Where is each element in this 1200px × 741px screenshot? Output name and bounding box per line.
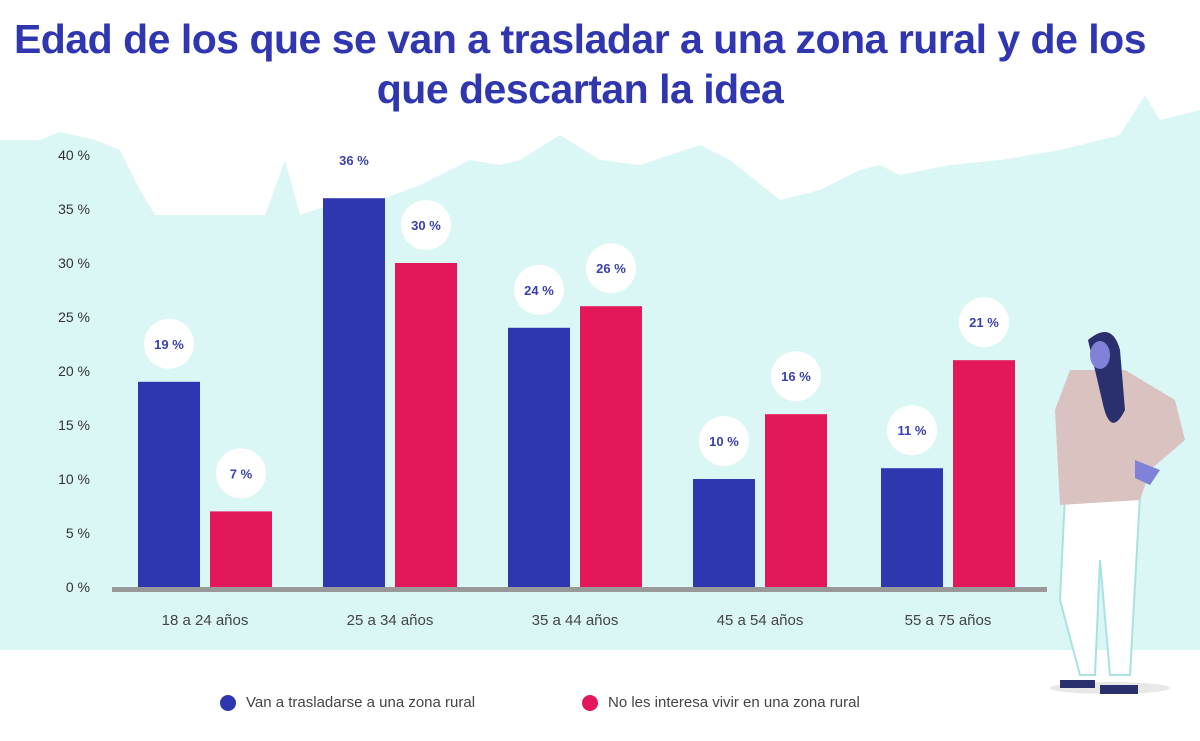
value-label: 24 % xyxy=(524,283,554,298)
legend-item-series2: No les interesa vivir en una zona rural xyxy=(582,694,860,711)
legend-label: No les interesa vivir en una zona rural xyxy=(608,694,860,711)
value-label: 21 % xyxy=(969,315,999,330)
value-label-bubble xyxy=(586,243,636,294)
legend-item-series1: Van a trasladarse a una zona rural xyxy=(220,694,475,711)
face xyxy=(1090,341,1110,369)
y-tick-label: 35 % xyxy=(58,201,90,217)
hand xyxy=(1135,460,1160,485)
bar-no-rural xyxy=(580,306,642,587)
value-label-bubble xyxy=(887,405,937,456)
bar-no-rural xyxy=(953,360,1015,587)
value-label: 19 % xyxy=(154,337,184,352)
y-tick-label: 30 % xyxy=(58,255,90,271)
y-tick-label: 20 % xyxy=(58,363,90,379)
value-label-bubble xyxy=(329,135,379,186)
value-label: 36 % xyxy=(339,153,369,168)
bar-rural xyxy=(881,468,943,587)
legend-marker-pink xyxy=(582,694,598,711)
y-tick-label: 5 % xyxy=(66,525,90,541)
bar-no-rural xyxy=(395,263,457,587)
y-tick-label: 10 % xyxy=(58,471,90,487)
legend-label: Van a trasladarse a una zona rural xyxy=(246,694,476,711)
x-tick-label: 45 a 54 años xyxy=(717,612,804,629)
value-label-bubble xyxy=(959,297,1009,348)
y-tick-label: 25 % xyxy=(58,309,90,325)
x-axis: 18 a 24 años 25 a 34 años 35 a 44 años 45 a… xyxy=(112,587,1047,629)
value-label-bubble xyxy=(771,351,821,402)
value-label: 30 % xyxy=(411,218,441,233)
y-tick-label: 0 % xyxy=(66,579,90,595)
shoe-right xyxy=(1100,685,1138,694)
bar-no-rural xyxy=(210,511,272,587)
x-tick-label: 35 a 44 años xyxy=(532,612,619,629)
bars xyxy=(138,198,1015,587)
bar-rural xyxy=(323,198,385,587)
bar-rural xyxy=(693,479,755,587)
value-label: 10 % xyxy=(709,434,739,449)
x-tick-label: 25 a 34 años xyxy=(347,612,434,629)
woman-illustration xyxy=(1050,332,1185,694)
value-label-bubble xyxy=(514,264,564,315)
value-label-bubble xyxy=(699,416,749,466)
y-tick-label: 40 % xyxy=(58,147,90,163)
bar-rural xyxy=(508,327,570,587)
shoe-left xyxy=(1060,680,1095,688)
value-label-bubble xyxy=(144,318,194,369)
value-label: 16 % xyxy=(781,369,811,384)
sweater xyxy=(1055,370,1185,505)
bar-rural xyxy=(138,381,200,587)
value-labels: 19 % 7 % 36 % 30 % 24 % 26 % 10 % 16 % 11 % 21 % xyxy=(144,135,1009,499)
x-axis-baseline xyxy=(112,587,1047,592)
value-label-bubble xyxy=(216,448,266,499)
pants xyxy=(1058,494,1142,676)
y-axis: 0 % 5 % 10 % 15 % 20 % 25 % 30 % 35 % 40 % xyxy=(58,147,90,595)
chart-title: Edad de los que se van a trasladar a una… xyxy=(13,16,1147,112)
x-tick-label: 18 a 24 años xyxy=(162,612,249,629)
bar-no-rural xyxy=(765,414,827,587)
y-tick-label: 15 % xyxy=(58,417,90,433)
value-label: 7 % xyxy=(230,466,253,481)
value-label-bubble xyxy=(401,200,451,250)
legend-marker-blue xyxy=(220,694,236,711)
x-tick-label: 55 a 75 años xyxy=(905,612,992,629)
value-label: 11 % xyxy=(898,423,927,438)
value-label: 26 % xyxy=(596,261,626,276)
